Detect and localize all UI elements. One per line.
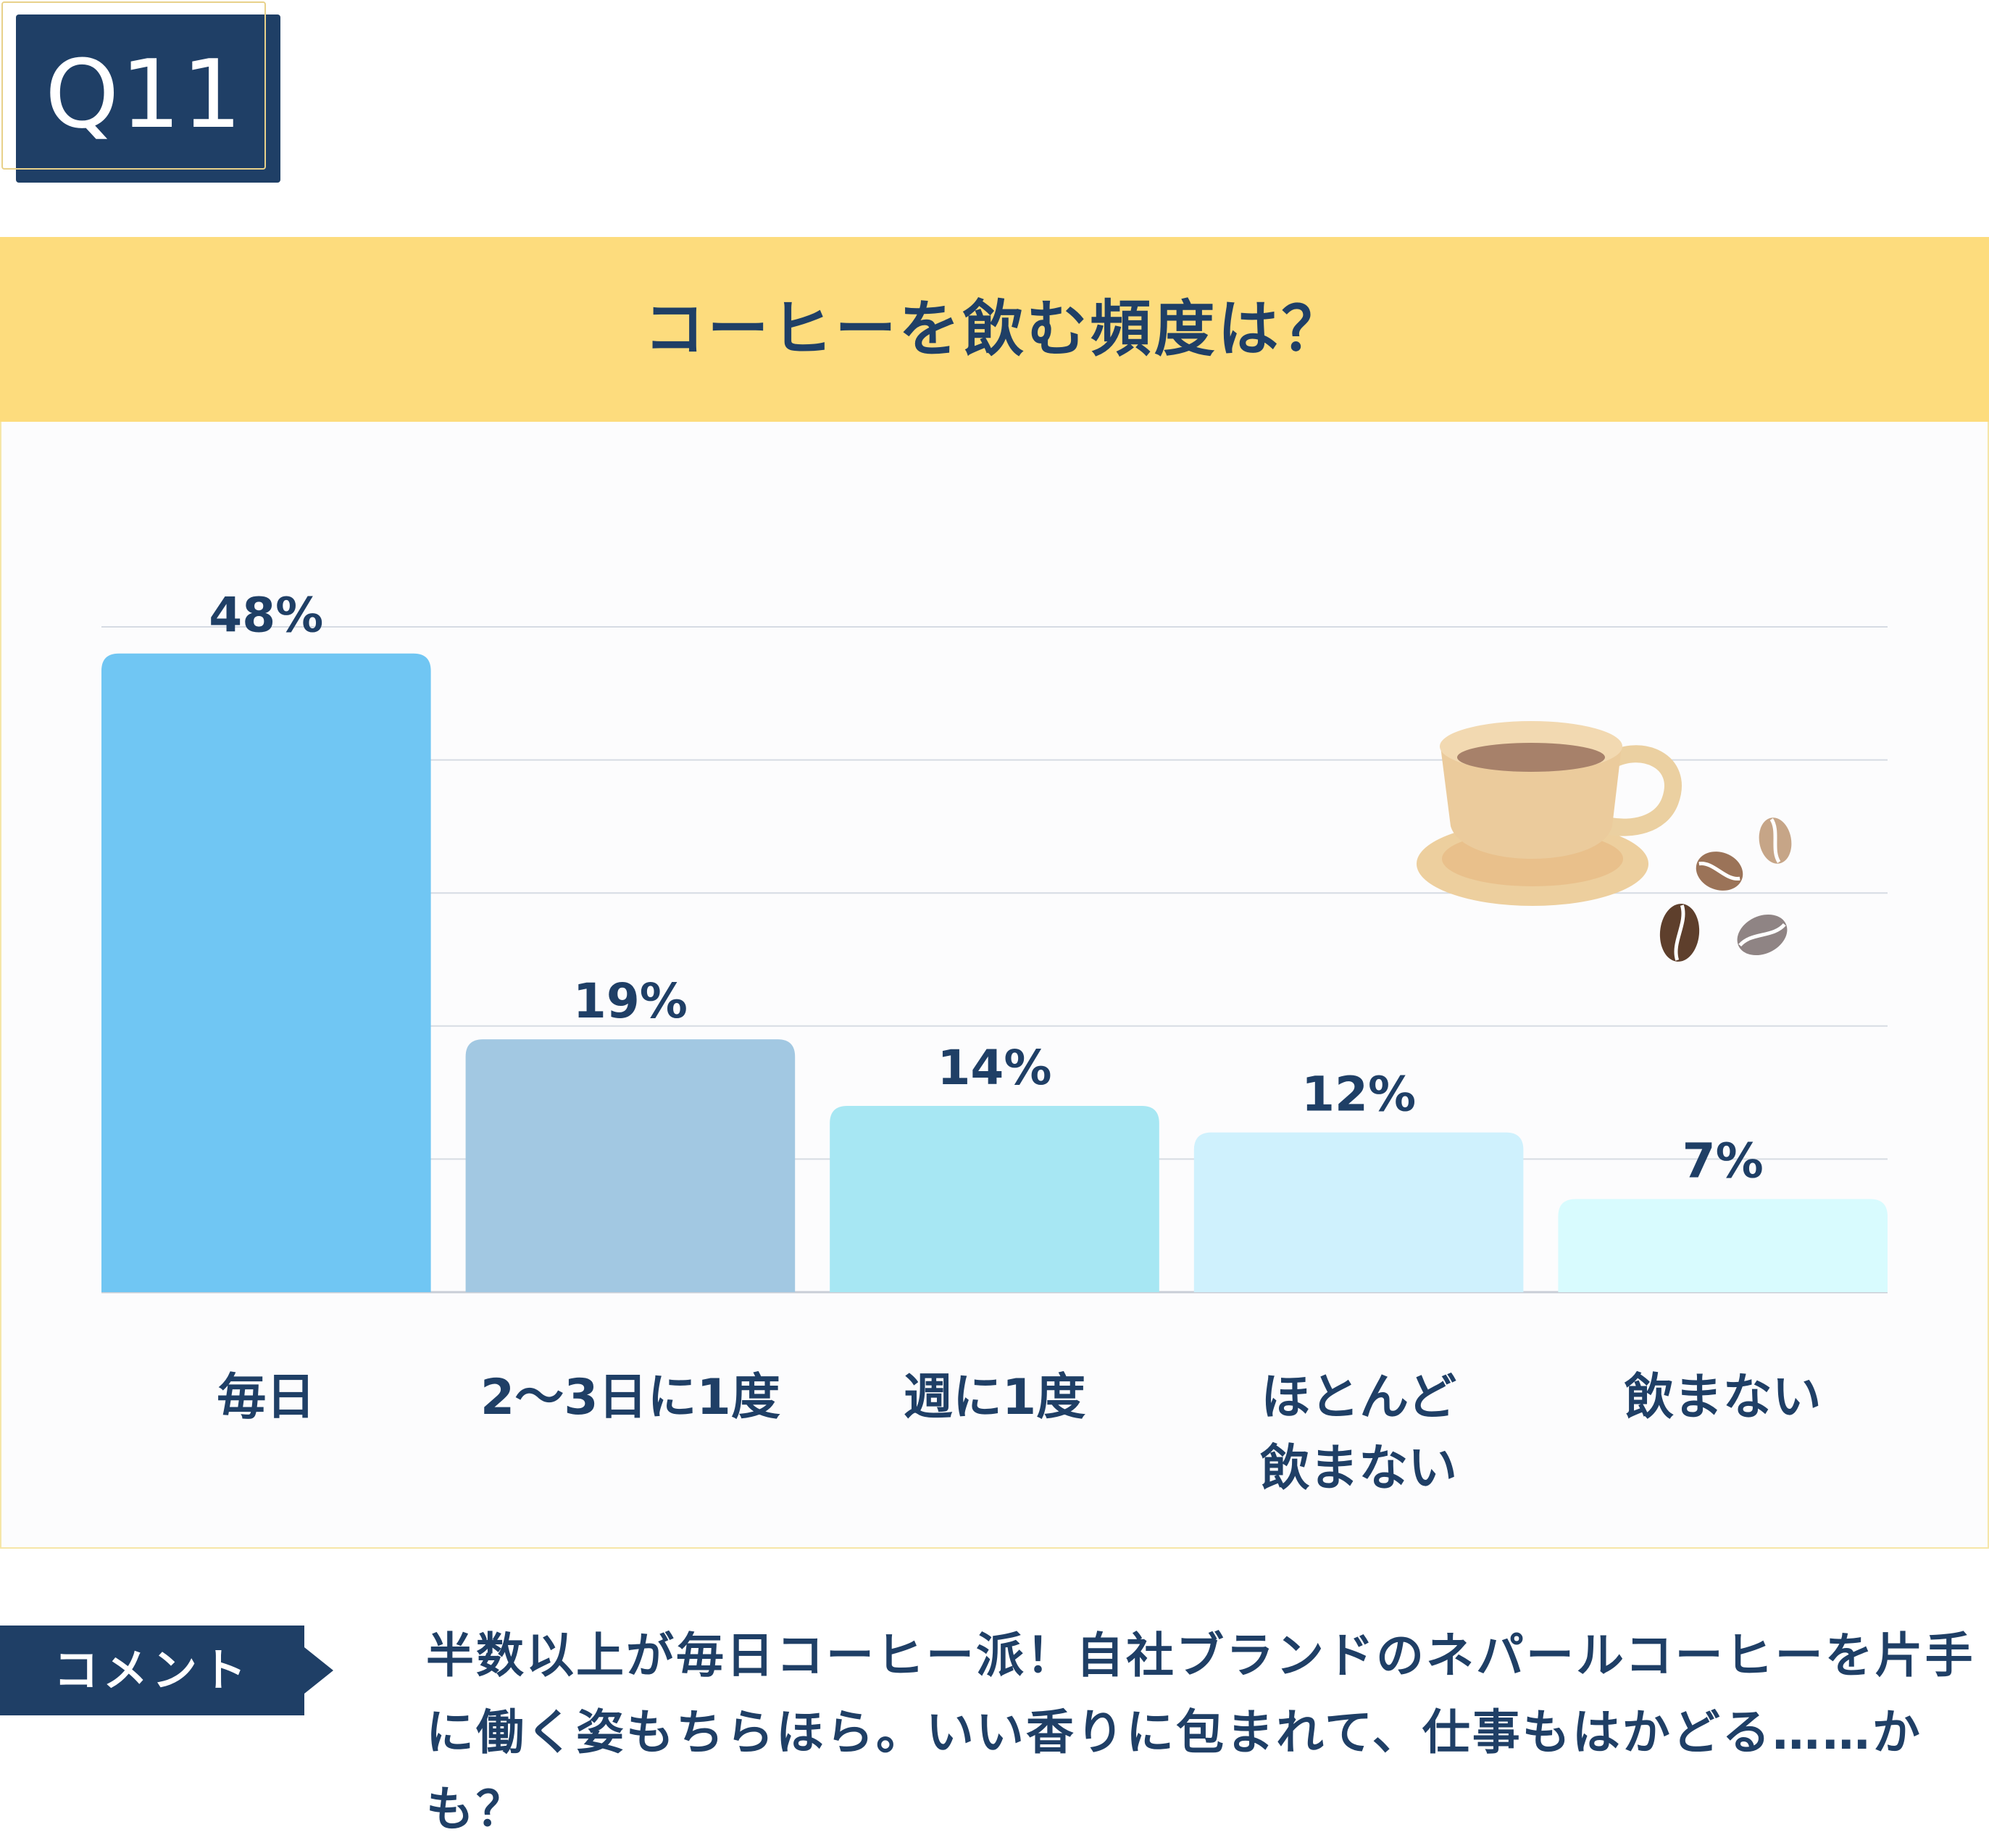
value-label: 19% <box>573 973 688 1029</box>
coffee-cup-icon <box>1417 721 1682 906</box>
comment-tag <box>0 1626 304 1715</box>
value-label: 48% <box>209 588 323 644</box>
category-label-line: 週に1度 <box>903 1369 1086 1426</box>
category-label-line: 毎日 <box>217 1369 316 1426</box>
badge-outline <box>1 1 266 170</box>
question-badge: Q11 <box>1 1 280 183</box>
bar-2 <box>465 1039 796 1292</box>
question-number: Q11 <box>45 39 243 149</box>
category-label-line: ほとんど <box>1261 1369 1457 1426</box>
bar-4 <box>1193 1132 1524 1292</box>
bar-1 <box>101 653 431 1292</box>
chart-header <box>0 237 1989 422</box>
category-label-line: 飲まない <box>1624 1369 1822 1426</box>
comment-tag-label: コメント <box>53 1644 251 1697</box>
value-label: 7% <box>1682 1133 1764 1189</box>
bar-3 <box>830 1105 1159 1292</box>
category-label: 週に1度 <box>828 1362 1162 1433</box>
bars <box>101 653 1888 1292</box>
bar-5 <box>1558 1199 1888 1292</box>
comment-text: 半数以上が毎日コーヒー派！自社ブランドのネパールコーヒーを片手に働く姿もちらほら… <box>426 1628 1975 1837</box>
chart-title: コーヒーを飲む頻度は？ <box>643 294 1346 365</box>
value-label: 12% <box>1301 1067 1416 1123</box>
category-label: 毎日 <box>99 1362 433 1433</box>
coffee-beans-icon <box>1659 817 1792 962</box>
category-label-line: 飲まない <box>1260 1440 1458 1497</box>
value-label: 14% <box>938 1040 1052 1096</box>
category-label: 飲まない <box>1556 1362 1890 1433</box>
category-label-line: 2〜3日に1度 <box>480 1369 780 1426</box>
category-label: ほとんど 飲まない <box>1192 1362 1525 1504</box>
value-labels: 48% 19% 14% 12% 7% <box>209 588 1763 1189</box>
category-label: 2〜3日に1度 <box>464 1362 797 1433</box>
comment-tag-arrow <box>304 1647 333 1694</box>
